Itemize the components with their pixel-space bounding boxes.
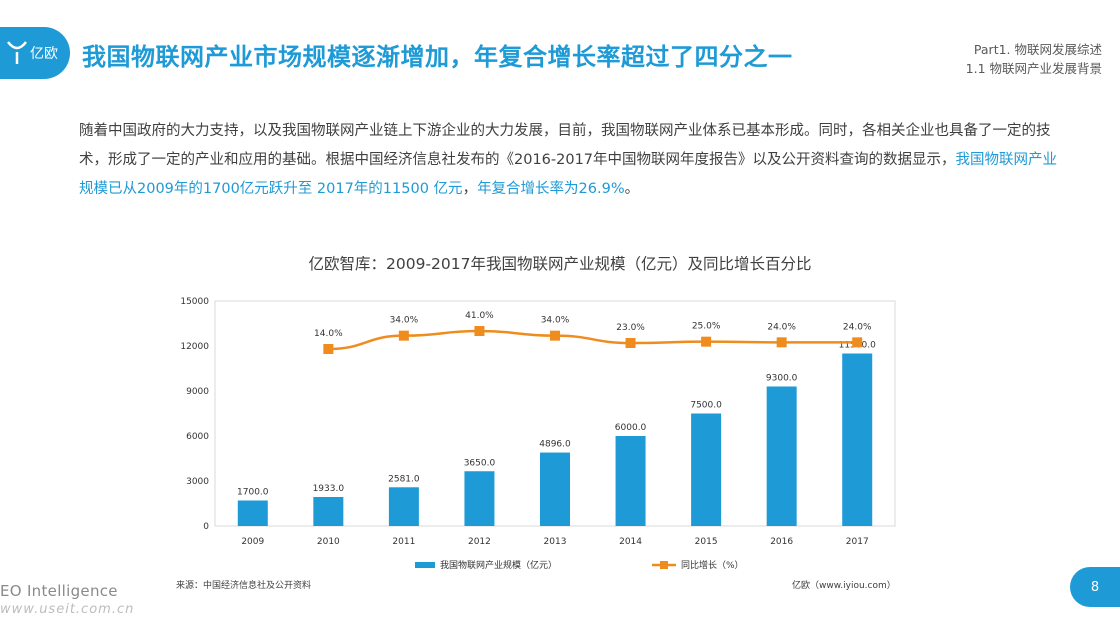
logo-text: 亿欧 xyxy=(30,46,58,62)
intro-text: 随着中国政府的大力支持，以及我国物联网产业链上下游企业的大力发展，目前，我国物联… xyxy=(79,123,1051,168)
section-sub: 1.1 物联网产业发展背景 xyxy=(965,61,1102,76)
legend-bar-label: 我国物联网产业规模（亿元） xyxy=(440,559,557,571)
intro-paragraph: 随着中国政府的大力支持，以及我国物联网产业链上下游企业的大力发展，目前，我国物联… xyxy=(79,117,1069,204)
bar xyxy=(540,452,570,526)
bar-value-label: 3650.0 xyxy=(464,458,496,468)
legend-line-marker xyxy=(660,561,668,569)
site-credit: 亿欧（www.iyiou.com） xyxy=(792,581,896,591)
watermark: www.useit.com.cn xyxy=(0,602,135,617)
growth-marker xyxy=(776,337,787,348)
growth-value-label: 34.0% xyxy=(390,316,419,326)
bar xyxy=(842,353,873,526)
x-tick-label: 2015 xyxy=(695,537,718,547)
x-tick-label: 2013 xyxy=(544,537,567,547)
growth-marker xyxy=(701,336,712,347)
x-tick-label: 2014 xyxy=(619,537,642,547)
page-number: 8 xyxy=(1070,567,1120,607)
eo-intelligence-label: EO Intelligence xyxy=(0,582,118,600)
intro-sep: ， xyxy=(462,181,478,197)
growth-marker xyxy=(323,344,334,354)
growth-marker xyxy=(398,330,409,341)
logo-icon xyxy=(7,41,27,64)
legend-line-label: 同比增长（%） xyxy=(681,559,744,571)
y-tick-label: 15000 xyxy=(180,297,209,307)
growth-marker xyxy=(474,326,485,336)
intro-end: 。 xyxy=(624,181,640,197)
growth-value-label: 24.0% xyxy=(843,322,872,332)
growth-marker xyxy=(625,338,636,348)
bar-value-label: 9300.0 xyxy=(766,374,798,384)
bar-value-label: 1933.0 xyxy=(313,484,345,494)
bar-value-label: 7500.0 xyxy=(690,401,722,411)
growth-value-label: 34.0% xyxy=(541,316,570,326)
y-tick-label: 6000 xyxy=(186,432,209,442)
x-tick-label: 2011 xyxy=(392,537,415,547)
growth-value-label: 14.0% xyxy=(314,329,343,339)
x-tick-label: 2016 xyxy=(770,537,793,547)
source-note: 来源：中国经济信息社及公开资料 xyxy=(176,581,312,591)
bar xyxy=(464,471,495,526)
growth-marker xyxy=(550,330,560,341)
x-tick-label: 2017 xyxy=(846,537,869,547)
section-label: Part1. 物联网发展综述 1.1 物联网产业发展背景 xyxy=(966,40,1102,78)
y-tick-label: 0 xyxy=(203,522,209,532)
y-tick-label: 3000 xyxy=(186,477,209,487)
bar xyxy=(615,436,646,526)
bar xyxy=(388,487,419,526)
bar-value-label: 4896.0 xyxy=(539,440,571,450)
growth-marker xyxy=(852,337,863,348)
logo: 亿欧 xyxy=(0,27,70,79)
page-title: 我国物联网产业市场规模逐渐增加，年复合增长率超过了四分之一 xyxy=(82,43,793,71)
chart-title: 亿欧智库：2009-2017年我国物联网产业规模（亿元）及同比增长百分比 xyxy=(308,255,812,273)
legend-bar-swatch xyxy=(415,562,435,568)
growth-value-label: 25.0% xyxy=(692,322,721,332)
highlight-scale: 我国物联网产业规模已从2009年的1700亿元跃升至 2017年的11500 亿… xyxy=(79,152,1058,197)
section-part: Part1. 物联网发展综述 xyxy=(973,42,1102,57)
growth-value-label: 24.0% xyxy=(767,322,796,332)
y-tick-label: 9000 xyxy=(186,387,209,397)
bar-value-label: 1700.0 xyxy=(237,488,269,498)
bar xyxy=(313,497,344,526)
bar xyxy=(237,500,268,526)
bar-value-label: 2581.0 xyxy=(388,474,420,484)
bar-value-label: 6000.0 xyxy=(615,423,647,433)
bar xyxy=(766,386,797,526)
y-tick-label: 12000 xyxy=(180,342,209,352)
growth-value-label: 23.0% xyxy=(616,323,645,333)
x-tick-label: 2012 xyxy=(468,537,491,547)
bar xyxy=(691,413,722,526)
x-tick-label: 2010 xyxy=(317,537,340,547)
x-tick-label: 2009 xyxy=(241,537,264,547)
highlight-cagr: 年复合增长率为26.9% xyxy=(477,181,625,197)
growth-value-label: 41.0% xyxy=(465,311,494,321)
